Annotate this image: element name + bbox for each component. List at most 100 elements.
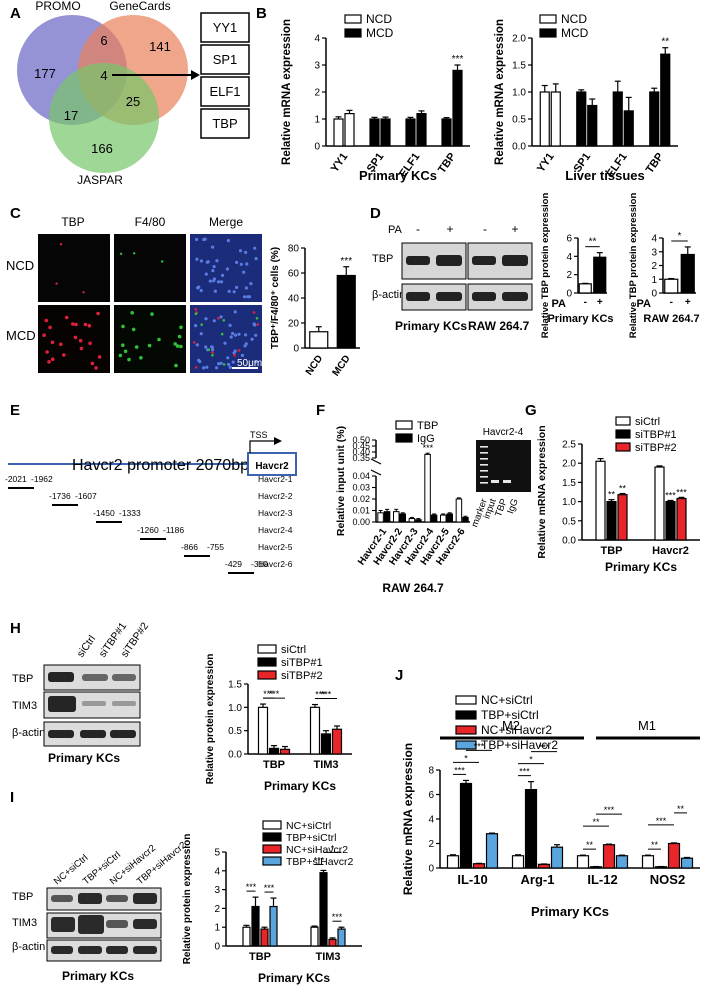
row-label: NCD <box>6 258 34 273</box>
y-tick-label: 0.5 <box>562 516 576 527</box>
venn-label-promo: PROMO <box>35 0 80 13</box>
category-label: TIM3 <box>315 951 340 963</box>
cell-dot <box>118 353 123 358</box>
cell-dot <box>220 332 224 336</box>
category-label: NCD <box>304 353 325 377</box>
venn-circle-jaspar <box>49 63 159 173</box>
significance-label: *** <box>474 741 485 751</box>
cell-dot <box>157 337 161 342</box>
cell-dot <box>204 272 208 276</box>
blot-row-label: TBP <box>12 891 33 903</box>
tss-label: TSS <box>250 430 268 440</box>
blot-band <box>502 255 528 266</box>
y-tick-label: 1.0 <box>512 88 526 99</box>
y-axis-label: Relative mRNA expression <box>536 425 548 558</box>
cell-dot <box>62 353 66 357</box>
cell-dot <box>199 288 203 293</box>
cell-dot <box>256 323 260 326</box>
cell-dot <box>175 344 180 348</box>
pa-sign: + <box>446 222 453 236</box>
cell-dot <box>235 285 239 289</box>
gene-label: TBP <box>212 116 237 131</box>
cell-dot <box>48 325 52 330</box>
category-label: YY1 <box>535 151 557 175</box>
cell-dot <box>123 349 128 354</box>
panel-letter-h: H <box>10 620 21 637</box>
cell-dot <box>71 322 75 326</box>
cell-dot <box>133 252 136 255</box>
legend-label: TBP <box>417 420 438 432</box>
legend-swatch <box>539 28 557 38</box>
cell-dot <box>239 262 243 266</box>
legend-label: siCtrl <box>635 416 660 428</box>
significance-label: *** <box>454 765 465 775</box>
cell-dot <box>245 262 249 266</box>
cell-dot <box>87 323 92 328</box>
cell-dot <box>244 286 248 290</box>
legend-swatch <box>257 657 277 667</box>
bar <box>576 91 587 147</box>
cell-dot <box>179 325 183 330</box>
cell-dot <box>223 341 227 345</box>
legend-label: siTBP#1 <box>281 657 323 669</box>
significance-label: *** <box>656 816 667 826</box>
cell-dot <box>192 341 196 344</box>
bar <box>602 844 616 869</box>
legend-swatch <box>455 695 477 705</box>
pa-sign: - <box>483 222 487 236</box>
venn-count: 141 <box>149 39 171 54</box>
category-label: NOS2 <box>650 872 685 887</box>
micrograph-mcd-f480 <box>114 305 186 373</box>
significance-label: *** <box>519 767 530 777</box>
cell-dot <box>194 324 198 328</box>
y-tick-label: 1.5 <box>562 478 576 489</box>
y-tick-label: 2.0 <box>512 34 526 45</box>
cell-dot <box>64 315 69 320</box>
fragment-name: Havcr2-5 <box>258 542 293 552</box>
x-axis-label: Primary KCs <box>605 560 677 574</box>
legend-label: siTBP#1 <box>635 429 677 441</box>
group-label-m1: M1 <box>638 718 656 733</box>
y-tick-label: 5 <box>214 848 220 859</box>
legend-label: TBP+siCtrl <box>286 832 336 844</box>
gene-box-label: Havcr2 <box>255 461 289 472</box>
panel-letter-c: C <box>10 205 21 222</box>
blot-row-label: β-actin <box>372 289 405 301</box>
blot-row-label: TIM3 <box>12 700 37 712</box>
bar <box>441 118 452 147</box>
legend-label: TBP+siHavcr2 <box>286 856 354 868</box>
y-tick-label: 1 <box>314 115 320 126</box>
cell-dot <box>147 343 152 348</box>
significance-label: *** <box>452 54 464 65</box>
gene-label: YY1 <box>213 20 238 35</box>
gel-band-input <box>491 480 499 483</box>
cell-dot <box>233 310 237 314</box>
cell-dot <box>47 360 51 364</box>
column-header: Merge <box>209 215 243 229</box>
cell-dot <box>200 323 203 327</box>
cell-dot <box>211 353 214 357</box>
y-tick-label: 4 <box>428 815 434 826</box>
cell-dot <box>250 337 254 341</box>
x-axis-label: Primary KCs <box>547 313 613 325</box>
cell-dot <box>50 357 55 362</box>
cell-dot <box>44 318 49 323</box>
column-header: TBP <box>61 215 84 229</box>
microscopy-grid: TBP F4/80 Merge NCD MCD 50μm <box>6 215 262 373</box>
cell-dot <box>212 265 216 269</box>
cell-dot <box>231 360 235 364</box>
cell-dot <box>134 345 139 349</box>
category-label: + <box>685 297 691 308</box>
bar <box>524 788 538 869</box>
gene-box-havcr2 <box>247 452 297 476</box>
y-tick-label: 0.40 <box>352 447 370 457</box>
legend-swatch <box>344 28 362 38</box>
y-tick-label: 60 <box>288 269 300 280</box>
y-tick-label: 0 <box>293 344 299 355</box>
significance-label: ** <box>619 484 627 494</box>
cell-dot <box>238 249 243 253</box>
legend-label: TBP+siHavcr2 <box>481 738 558 752</box>
bar <box>593 256 607 294</box>
legend-swatch <box>344 14 362 24</box>
y-tick-label: 0 <box>566 289 572 300</box>
